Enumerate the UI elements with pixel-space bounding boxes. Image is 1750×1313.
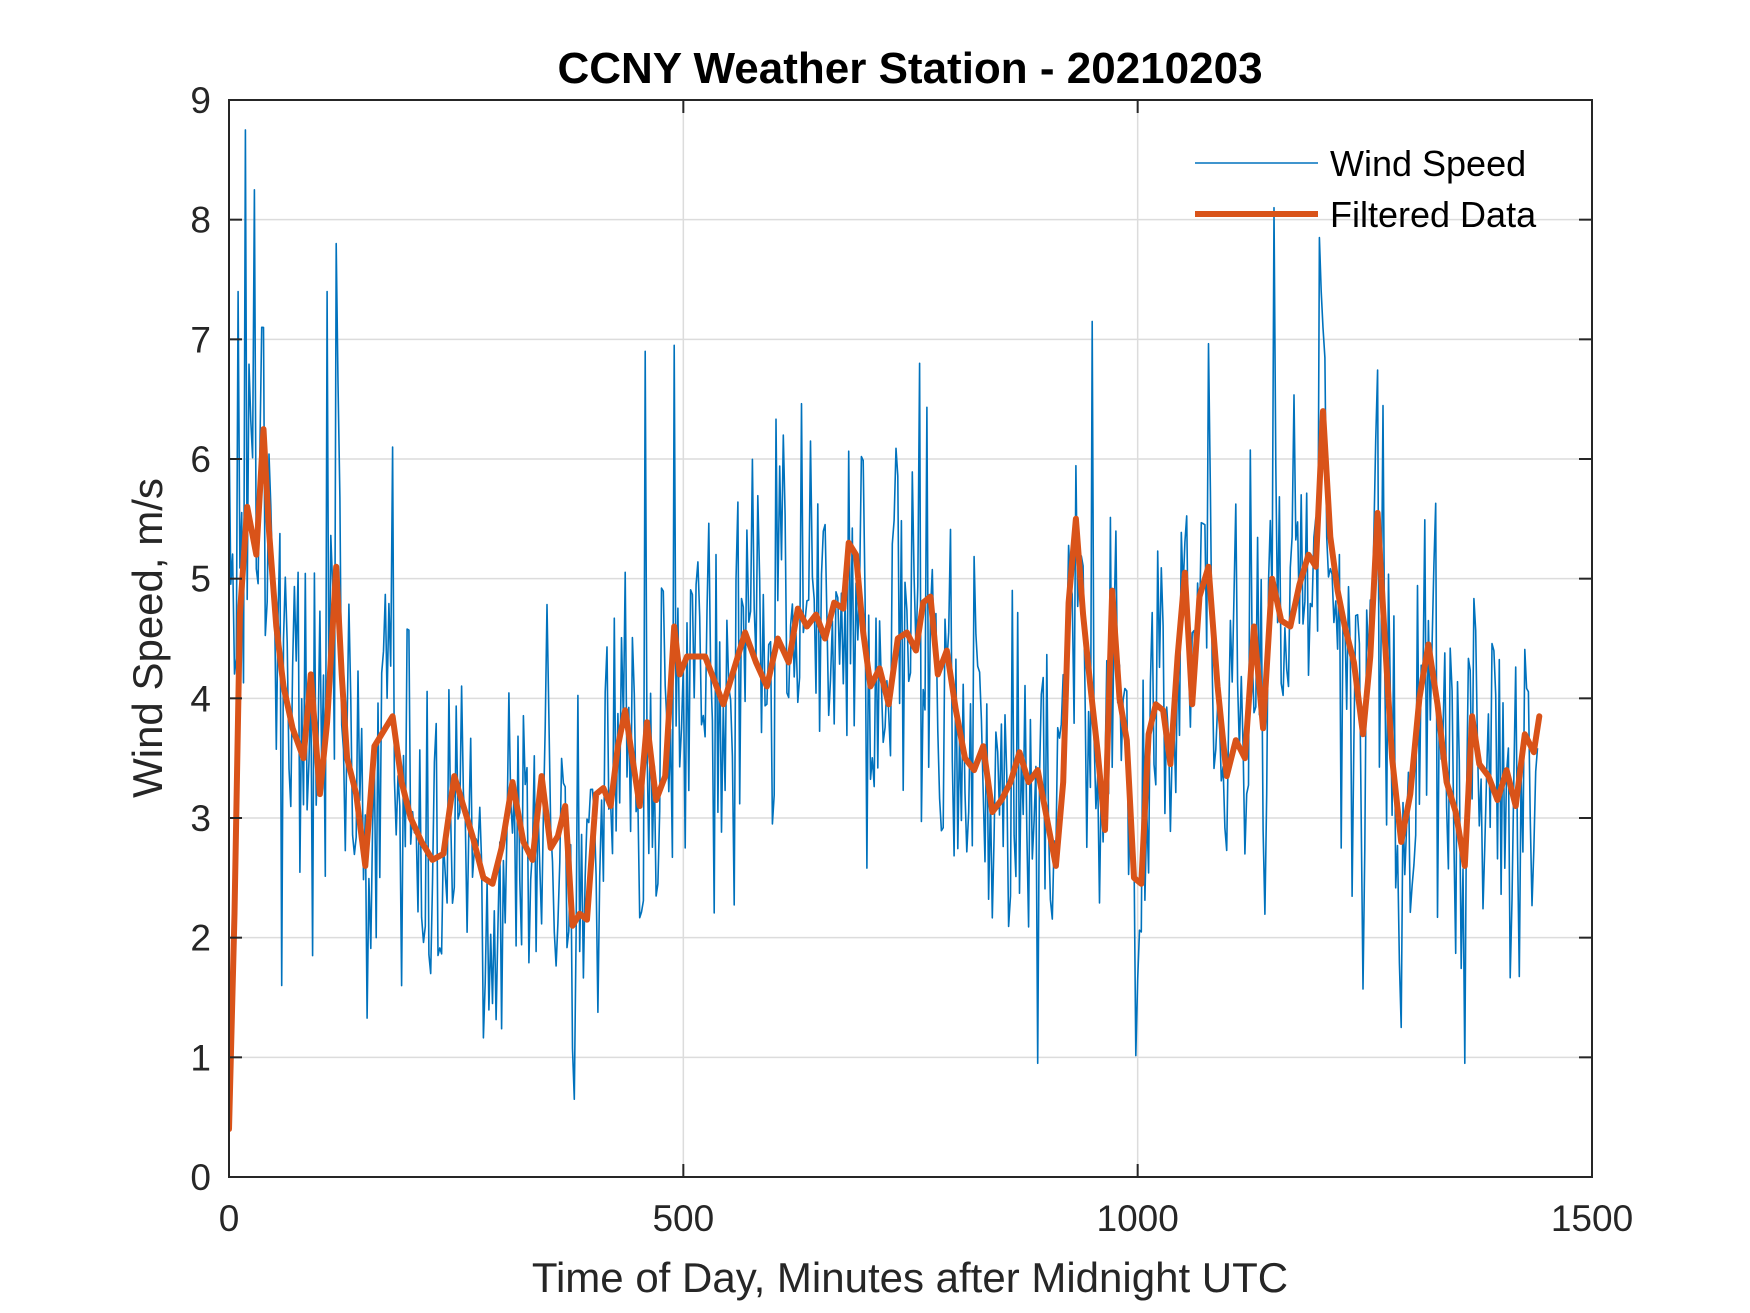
x-tick-label: 0 xyxy=(219,1198,240,1239)
x-axis-title: Time of Day, Minutes after Midnight UTC xyxy=(532,1254,1288,1301)
y-tick-label: 1 xyxy=(190,1037,211,1078)
y-axis-title: Wind Speed, m/s xyxy=(124,478,171,798)
series-line-wind-speed xyxy=(229,129,1539,1100)
axis-ticks: 0 500 1000 1500 0 1 2 3 4 5 6 7 8 9 xyxy=(190,80,1633,1239)
y-tick-label: 7 xyxy=(190,319,211,360)
data-series xyxy=(229,129,1543,1133)
x-tick-label: 1500 xyxy=(1551,1198,1633,1239)
x-tick-label: 500 xyxy=(652,1198,714,1239)
legend-label-filtered-data: Filtered Data xyxy=(1330,194,1537,235)
legend: Wind Speed Filtered Data xyxy=(1195,143,1537,235)
chart-title: CCNY Weather Station - 20210203 xyxy=(557,44,1262,93)
y-tick-label: 9 xyxy=(190,80,211,121)
legend-label-wind-speed: Wind Speed xyxy=(1330,143,1526,184)
grid-lines xyxy=(229,100,1592,1177)
y-tick-label: 5 xyxy=(190,559,211,600)
y-tick-label: 3 xyxy=(190,798,211,839)
y-tick-label: 2 xyxy=(190,918,211,959)
series-line-filtered-data xyxy=(229,408,1543,1133)
y-tick-label: 8 xyxy=(190,200,211,241)
y-tick-label: 6 xyxy=(190,439,211,480)
y-tick-label: 0 xyxy=(190,1157,211,1198)
x-tick-label: 1000 xyxy=(1097,1198,1179,1239)
plot-area-border xyxy=(228,99,1593,1178)
y-tick-label: 4 xyxy=(190,678,211,719)
